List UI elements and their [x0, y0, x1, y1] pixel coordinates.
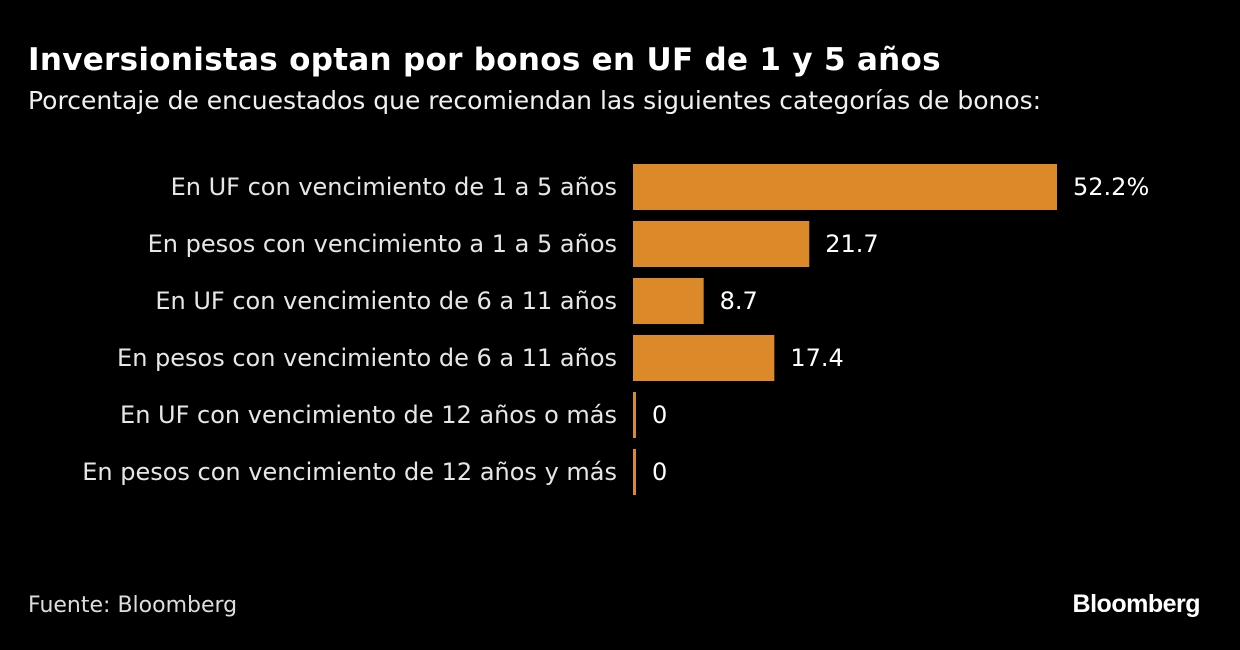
source-note: Fuente: Bloomberg	[28, 593, 238, 618]
value-label: 0	[652, 401, 667, 429]
value-label: 0	[652, 458, 667, 486]
bar	[633, 449, 636, 495]
category-label: En pesos con vencimiento a 1 a 5 años	[148, 230, 617, 258]
value-label: 52.2%	[1073, 173, 1149, 201]
bloomberg-logo: Bloomberg	[1072, 590, 1201, 618]
category-label: En UF con vencimiento de 12 años o más	[120, 401, 617, 429]
bar	[633, 221, 810, 267]
category-label: En UF con vencimiento de 1 a 5 años	[171, 173, 617, 201]
category-label: En UF con vencimiento de 6 a 11 años	[155, 287, 617, 315]
value-label: 17.4	[790, 344, 843, 372]
category-label: En pesos con vencimiento de 12 años y má…	[82, 458, 617, 486]
value-label: 8.7	[720, 287, 758, 315]
bar	[633, 164, 1057, 210]
bar	[633, 335, 775, 381]
chart-subtitle: Porcentaje de encuestados que recomienda…	[28, 86, 1042, 115]
value-label: 21.7	[825, 230, 878, 258]
bar	[633, 278, 704, 324]
bar	[633, 392, 636, 438]
chart-title: Inversionistas optan por bonos en UF de …	[28, 42, 941, 78]
category-label: En pesos con vencimiento de 6 a 11 años	[117, 344, 617, 372]
